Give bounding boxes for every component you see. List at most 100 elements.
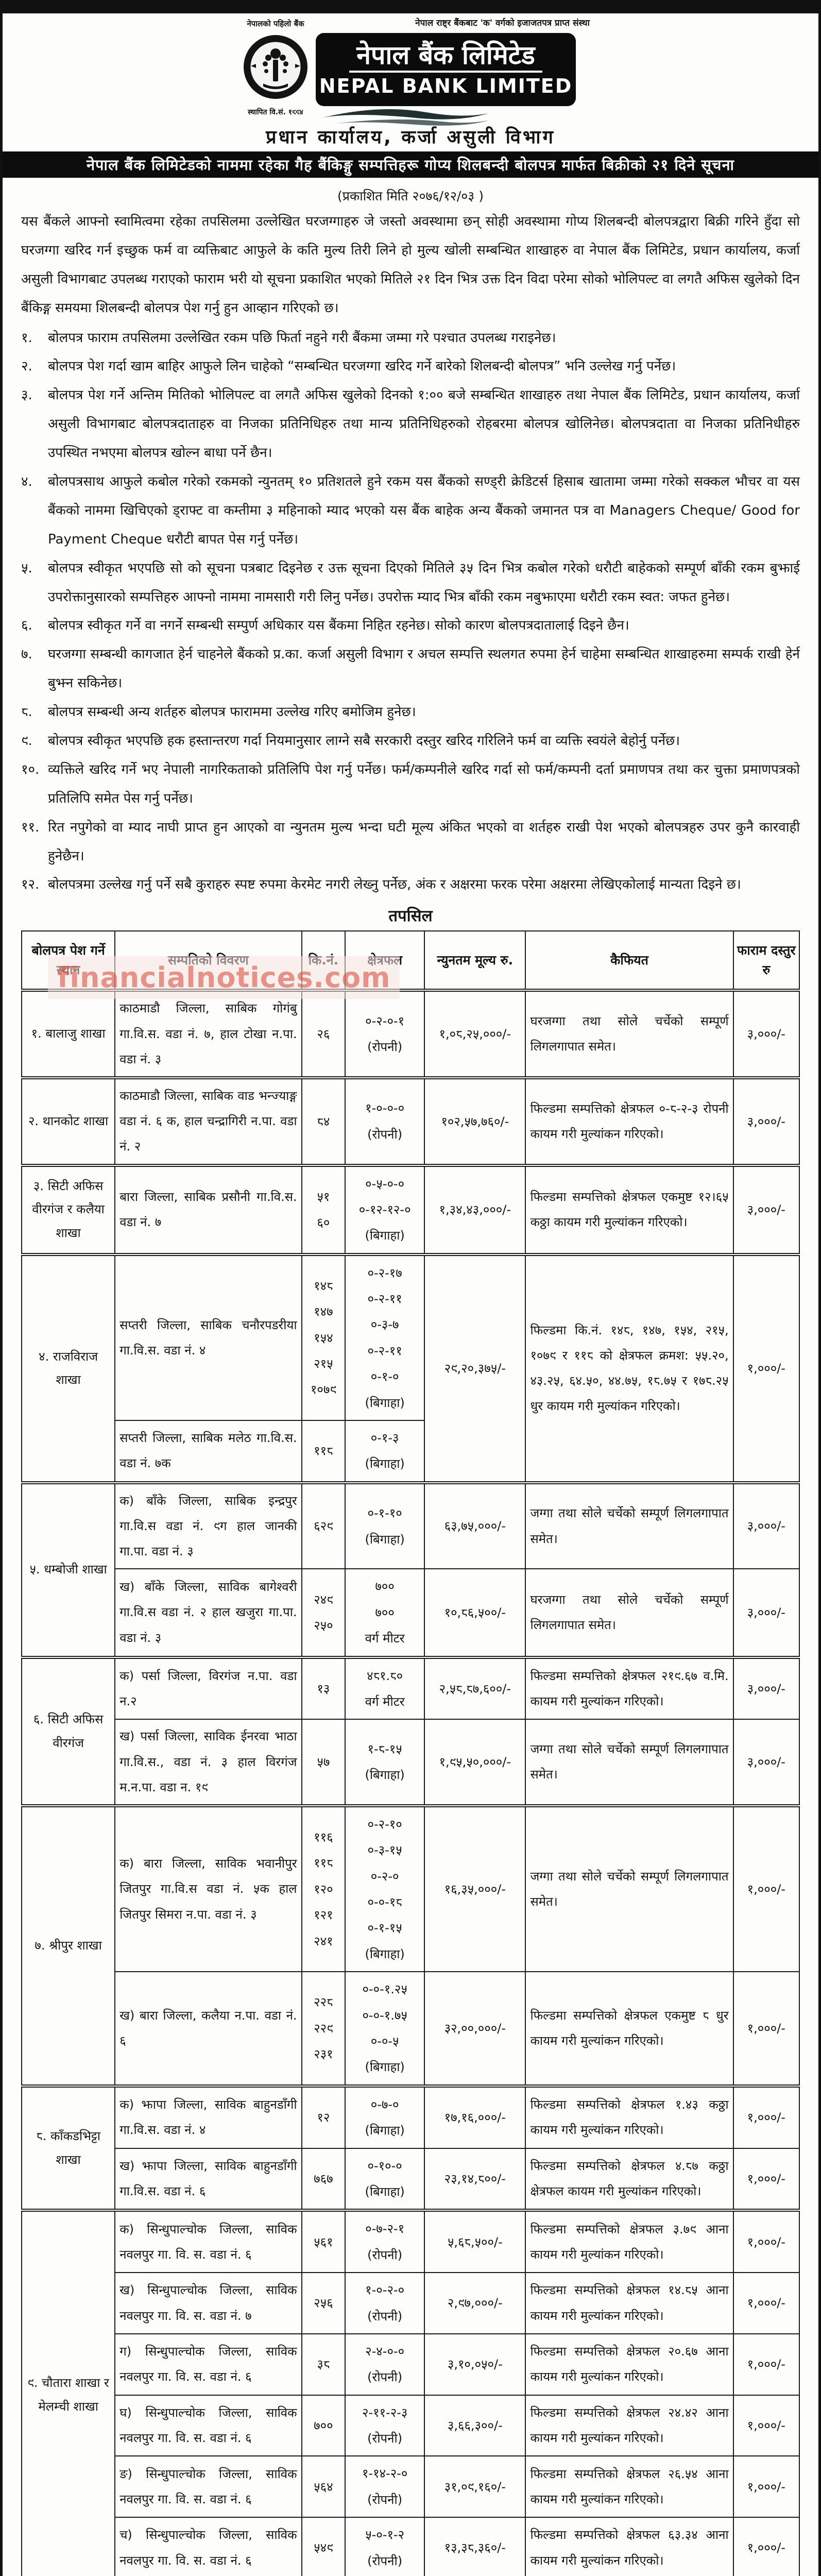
term-text: बोलपत्र स्वीकृत भएपछि हक हस्तान्तरण गर्द… (48, 733, 680, 749)
area-cell: ०-१०-० (बिगाहा) (345, 2147, 425, 2211)
table-row: ९. चौतारा शाखा र मेलम्ची शाखा क) सिन्धुपा… (21, 2209, 800, 2576)
min-price-cell: १६,३५,०००/- (424, 1804, 526, 1973)
plot-number-cell: ८४ (301, 1076, 346, 1166)
table-row: घ) सिन्धुपाल्चोक जिल्ला, साविक नवलपुर गा… (22, 2394, 800, 2457)
plot-number-cell: ५६१ (301, 2209, 346, 2274)
area-cell: १-०-२-० (रोपनी) (345, 2272, 425, 2334)
remark-cell: फिल्डमा सम्पत्तिको क्षेत्रफल २०.६७ आना क… (525, 2333, 734, 2396)
term-text: बोलपत्र फाराम तपसिलमा उल्लेखित रकम पछि फ… (48, 330, 556, 346)
form-fee-cell: १,०००/- (732, 2394, 800, 2457)
column-header: बोलपत्र पेश गर्ने स्थान (21, 930, 116, 992)
remark-cell: जग्गा तथा सोले चर्चेको सम्पूर्ण लिगलगापा… (525, 1804, 734, 1973)
form-fee-cell: ३,०००/- (732, 1655, 800, 1720)
form-fee-cell: ३,०००/- (732, 1568, 800, 1658)
branch-cell: १. बालाजु शाखा (21, 989, 116, 1078)
column-header: कि.नं. (301, 930, 346, 992)
form-fee-cell: १,०००/- (732, 1804, 800, 1973)
remark-cell: फिल्डमा सम्पत्तिको क्षेत्रफल २१९.६७ व.मि… (525, 1655, 734, 1720)
min-price-cell: १,३४,४३,०००/- (424, 1163, 526, 1255)
min-price-cell: १०२,५७,७६०/- (424, 1076, 526, 1166)
area-cell: २-४-०-० (रोपनी) (345, 2333, 425, 2396)
area-cell: ०-१-३ (बिगाहा) (345, 1420, 425, 1483)
form-fee-cell: ३,०००/- (732, 1719, 800, 1806)
table-row: सप्तरी जिल्ला, साबिक मलेठ गा.वि.स. वडा न… (22, 1420, 799, 1483)
form-fee-cell: १,०००/- (732, 2209, 800, 2274)
min-price-cell: ३,६६,३००/- (424, 2394, 526, 2457)
remark-cell: फिल्डमा सम्पत्तिको क्षेत्रफल २४.४२ आना क… (525, 2394, 734, 2457)
table-row: ४. राजविराज शाखा सप्तरी जिल्ला, साबिक चनौ… (21, 1252, 800, 1483)
table-row: ८. काँकडभिट्टा शाखा क) झापा जिल्ला, साविक… (21, 2084, 800, 2211)
property-description-cell: ख) बारा जिल्ला, कलैया न.पा. वडा नं. ६ (114, 1971, 302, 2087)
form-fee-cell: १,०००/- (732, 1252, 800, 1483)
term-number: १. (21, 330, 32, 346)
plot-number-cell: २४९ २५० (301, 1568, 346, 1658)
area-cell: ०-०-१.२५ ०-०-१.७५ ०-०-५ (बिगाहा) (345, 1971, 425, 2087)
min-price-cell: १३,३८,३६०/- (424, 2517, 526, 2576)
header: नेपालको पहिलो बैंक स्थापित वि.सं. १९९४ न… (3, 13, 818, 151)
branch-cell: ४. राजविराज शाखा (21, 1252, 116, 1483)
plot-number-cell: ७०० (301, 2394, 346, 2457)
property-description-cell: सप्तरी जिल्ला, साबिक चनौरपडरीया गा.वि.स.… (114, 1252, 302, 1421)
remark-cell: घरजग्गा तथा सोले चर्चेको सम्पूर्ण लिगलगा… (525, 1568, 734, 1658)
logo-swoosh-icon (323, 109, 488, 126)
property-description-cell: ख) सिन्धुपाल्चोक जिल्ला, साविक नवलपुर गा… (114, 2272, 302, 2334)
term-item: १२. बोलपत्रमा उल्लेख गर्नु पर्ने सबै कुरा… (21, 871, 800, 900)
table-row: ख) बारा जिल्ला, कलैया न.पा. वडा नं. ६ २२८… (22, 1971, 800, 2087)
term-text: बोलपत्रसाथ आफुले कबोल गरेको रकमको न्युनत… (48, 474, 800, 547)
table-row: ग) सिन्धुपाल्चोक जिल्ला, साविक नवलपुर गा… (22, 2333, 800, 2396)
term-number: ११. (21, 819, 40, 835)
remark-cell: फिल्डमा सम्पत्तिको क्षेत्रफल एकमुष्ट ८ ध… (525, 1971, 734, 2087)
branch-cell: ५. धम्बोजी शाखा (21, 1481, 116, 1658)
min-price-cell: २३,१४,८००/- (424, 2147, 526, 2211)
branch-cell: ८. काँकडभिट्टा शाखा (21, 2084, 116, 2211)
property-description-cell: ख) पर्सा जिल्ला, साविक ईनरवा भाठा गा.वि.… (114, 1719, 302, 1806)
term-text: रित नपुगेको वा म्याद नाघी प्राप्त हुन आए… (48, 819, 800, 864)
remark-cell: फिल्डमा सम्पत्तिको क्षेत्रफल ०-८-२-३ रोप… (525, 1076, 734, 1166)
form-fee-cell: १,०००/- (732, 2517, 800, 2576)
min-price-cell: ५,६८,५००/- (424, 2209, 526, 2274)
term-number: १०. (21, 761, 40, 777)
property-table: बोलपत्र पेश गर्ने स्थान सम्पतिको विवरण कि.… (21, 930, 800, 2576)
min-price-cell: ३१,०९,१६०/- (424, 2455, 526, 2518)
column-header: फाराम दस्तुर रु (732, 930, 800, 992)
branch-cell: ३. सिटी अफिस वीरगंज र कलैया शाखा (21, 1163, 116, 1255)
form-fee-cell: १,०००/- (732, 2147, 800, 2211)
tagline-left: नेपालको पहिलो बैंक (247, 19, 304, 28)
remark-cell: फिल्डमा सम्पत्तिको क्षेत्रफल २६.५४ आना क… (525, 2455, 734, 2518)
remark-cell: फिल्डमा सम्पत्तिको क्षेत्रफल १४.८५ आना क… (525, 2272, 734, 2334)
plot-number-cell: ३८ (301, 2333, 346, 2396)
table-row: ५. धम्बोजी शाखा क) बाँके जिल्ला, साबिक इन… (21, 1481, 800, 1658)
area-cell: ४८१.८० वर्ग मीटर (345, 1655, 425, 1720)
plot-number-cell: ७६७ (301, 2147, 346, 2211)
top-border-bar (3, 0, 818, 13)
table-row: च) सिन्धुपाल्चोक जिल्ला, साविक नवलपुर गा… (22, 2517, 800, 2576)
property-description-cell: ख) झापा जिल्ला, साविक बाहुनडाँगी गा.वि.स… (114, 2147, 302, 2211)
term-text: बोलपत्र स्वीकृत भएपछि सो को सूचना पत्रबा… (48, 560, 800, 605)
plot-number-cell: ५१ ६० (301, 1163, 346, 1255)
plot-number-cell: २६ (301, 989, 346, 1078)
term-number: ९. (21, 733, 32, 749)
remark-cell: जग्गा तथा सोले चर्चेको सम्पूर्ण लिगलगापा… (525, 1481, 734, 1570)
table-row: २. थानकोट शाखा काठमाडौ जिल्ला, साबिक वाड … (21, 1076, 800, 1166)
form-fee-cell: १,०००/- (732, 2333, 800, 2396)
notice-body: (प्रकाशित मिति २०७६/१२/०३ ) यस बैंकले आफ… (3, 178, 818, 2576)
term-item: ६. बोलपत्र स्वीकृत गर्ने वा नगर्ने सम्बन्… (21, 612, 800, 640)
term-item: १०. व्यक्तिले खरिद गर्ने भए नेपाली नागरिक… (21, 756, 800, 814)
min-price-cell: २,५८,८७,६००/- (424, 1655, 526, 1720)
department-title: प्रधान कार्यालय, कर्जा असुली विभाग (266, 127, 555, 148)
tagline-right: नेपाल राष्ट्र बैंकबाट 'क' वर्गको इजाजतपत… (415, 18, 590, 28)
min-price-cell: १७,१६,०००/- (424, 2084, 526, 2149)
intro-paragraph: यस बैंकले आफ्नो स्वामित्वमा रहेका तपसिलम… (21, 214, 800, 316)
term-item: ७. घरजग्गा सम्बन्धी कागजात हेर्न चाहनेले … (21, 640, 800, 698)
term-text: बोलपत्रमा उल्लेख गर्नु पर्ने सबै कुराहरु… (48, 877, 741, 893)
plot-number-cell: १४८ १४७ १५४ २१५ १०७९ (301, 1252, 346, 1421)
remark-cell: फिल्डमा सम्पत्तिको क्षेत्रफल ४.८७ कठ्ठा … (525, 2147, 734, 2211)
plot-number-cell: १२ (301, 2084, 346, 2149)
table-row: ख) सिन्धुपाल्चोक जिल्ला, साविक नवलपुर गा… (22, 2272, 800, 2334)
term-text: बोलपत्र पेश गर्दा खाम बाहिर आफुले लिन चा… (48, 359, 676, 375)
area-cell: १-१४-२-० (रोपनी) (345, 2455, 425, 2518)
term-item: ४. बोलपत्रसाथ आफुले कबोल गरेको रकमको न्यु… (21, 468, 800, 554)
area-cell: २-११-२-३ (रोपनी) (345, 2394, 425, 2457)
term-item: ९. बोलपत्र स्वीकृत भएपछि हक हस्तान्तरण गर… (21, 727, 800, 756)
